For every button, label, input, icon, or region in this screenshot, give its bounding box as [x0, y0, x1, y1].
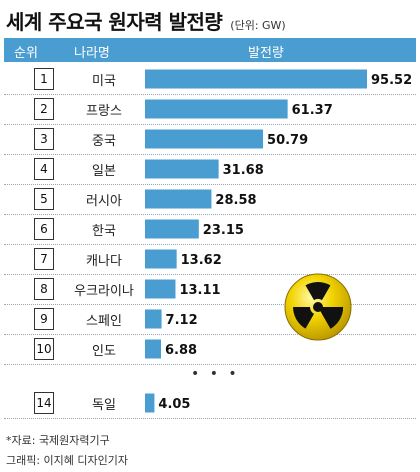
country-label: 미국	[92, 74, 116, 89]
header-country: 나라명	[74, 46, 110, 61]
country-label: 한국	[92, 224, 116, 239]
country-label: 인도	[92, 344, 116, 359]
row-divider	[4, 304, 416, 305]
unit-label: (단위: GW)	[230, 19, 286, 32]
row-divider	[4, 364, 416, 365]
rank-badge: 7	[34, 248, 54, 270]
bar	[145, 249, 177, 269]
country-label: 일본	[92, 164, 116, 179]
rank-badge: 2	[34, 98, 54, 120]
bar-value-label: 13.62	[181, 253, 222, 268]
bar-value-label: 13.11	[179, 283, 220, 298]
rank-badge: 14	[34, 392, 54, 414]
bar-value-label: 31.68	[223, 163, 264, 178]
bar-value-label: 7.12	[166, 313, 198, 328]
row-divider	[4, 154, 416, 155]
bar	[145, 189, 212, 209]
bar-value-label: 28.58	[215, 193, 256, 208]
source-note: *자료: 국제원자력기구	[6, 434, 110, 447]
rank-badge: 1	[34, 68, 54, 90]
country-label: 스페인	[86, 314, 122, 329]
rank-badge: 3	[34, 128, 54, 150]
bar	[145, 393, 155, 413]
bar-value-label: 50.79	[267, 133, 308, 148]
row-divider	[4, 94, 416, 95]
bar	[145, 219, 199, 239]
country-label: 러시아	[86, 194, 122, 209]
credit-note: 그래픽: 이지혜 디자인기자	[6, 454, 129, 467]
rank-badge: 9	[34, 308, 54, 330]
bar-value-label: 23.15	[203, 223, 244, 238]
header-value: 발전량	[248, 46, 284, 61]
bar	[145, 159, 219, 179]
bar-value-label: 6.88	[165, 343, 197, 358]
bar	[145, 69, 367, 89]
country-label: 우크라이나	[74, 284, 134, 299]
row-divider	[4, 334, 416, 335]
rank-badge: 8	[34, 278, 54, 300]
rank-badge: 6	[34, 218, 54, 240]
row-divider	[4, 214, 416, 215]
bar	[145, 339, 161, 359]
radiation-icon	[284, 273, 352, 341]
country-label: 프랑스	[86, 104, 122, 119]
chart-title: 세계 주요국 원자력 발전량	[6, 10, 223, 34]
row-divider	[4, 124, 416, 125]
table-header: 순위 나라명 발전량	[4, 38, 416, 62]
rank-badge: 4	[34, 158, 54, 180]
bar	[145, 309, 162, 329]
bar-value-label: 95.52	[371, 73, 412, 88]
country-label: 캐나다	[86, 254, 122, 269]
bar-value-label: 4.05	[158, 397, 190, 412]
bar	[145, 279, 176, 299]
title-row: 세계 주요국 원자력 발전량 (단위: GW)	[6, 6, 286, 36]
ellipsis: • • •	[191, 366, 240, 382]
rank-badge: 5	[34, 188, 54, 210]
row-divider	[4, 184, 416, 185]
bar	[145, 99, 288, 119]
bar-value-label: 61.37	[292, 103, 333, 118]
header-rank: 순위	[14, 46, 38, 61]
row-divider	[4, 274, 416, 275]
country-label: 독일	[92, 398, 116, 413]
rank-badge: 10	[34, 338, 54, 360]
row-divider	[4, 244, 416, 245]
bar	[145, 129, 264, 149]
row-divider	[4, 418, 416, 419]
country-label: 중국	[92, 134, 116, 149]
